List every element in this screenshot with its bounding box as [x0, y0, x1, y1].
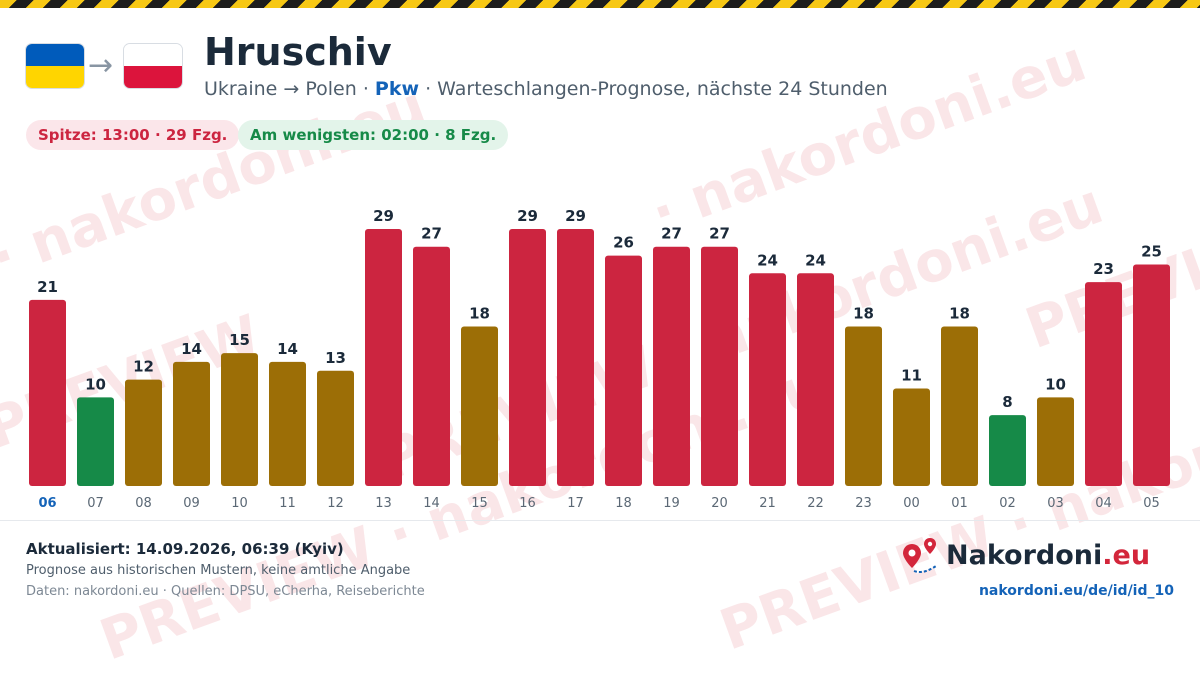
- value-label-11: 14: [277, 340, 298, 358]
- direction-arrow-icon: →: [88, 48, 114, 83]
- value-label-09: 14: [181, 340, 202, 358]
- hour-label-04: 04: [1095, 496, 1112, 511]
- poland-flag-top-stripe: [124, 44, 182, 66]
- brand-name-tld: .eu: [1102, 540, 1151, 571]
- value-label-15: 18: [469, 304, 490, 322]
- hour-label-22: 22: [807, 496, 824, 511]
- hour-label-02: 02: [999, 496, 1016, 511]
- value-label-21: 24: [757, 251, 778, 269]
- bar-06: [29, 299, 66, 486]
- bar-16: [509, 229, 546, 486]
- hour-label-07: 07: [87, 496, 104, 511]
- top-hazard-stripe: [0, 0, 1200, 8]
- value-label-16: 29: [517, 207, 538, 225]
- hour-label-23: 23: [855, 496, 872, 511]
- hour-label-15: 15: [471, 496, 488, 511]
- hour-label-20: 20: [711, 496, 728, 511]
- value-label-04: 23: [1093, 260, 1114, 278]
- page-url-link[interactable]: nakordoni.eu/de/id/id_10: [978, 583, 1174, 599]
- bar-11: [269, 361, 306, 486]
- poland-flag-bottom-stripe: [124, 66, 182, 88]
- value-label-14: 27: [421, 225, 442, 243]
- bar-00: [893, 388, 930, 486]
- bar-08: [125, 379, 162, 486]
- hour-label-06: 06: [38, 496, 56, 511]
- value-label-23: 18: [853, 304, 874, 322]
- bar-12: [317, 370, 354, 486]
- poland-flag-icon: [124, 44, 182, 88]
- map-pins-icon: [903, 538, 937, 574]
- bar-07: [77, 397, 114, 486]
- bar-14: [413, 246, 450, 486]
- updated-timestamp: Aktualisiert: 14.09.2026, 06:39 (Kyiv): [26, 540, 344, 558]
- value-label-07: 10: [85, 375, 106, 393]
- forecast-disclaimer: Prognose aus historischen Mustern, keine…: [26, 563, 411, 578]
- bar-03: [1037, 397, 1074, 486]
- bar-22: [797, 273, 834, 486]
- bar-20: [701, 246, 738, 486]
- subtitle-vehicle-mode: Pkw: [374, 78, 420, 100]
- bar-01: [941, 326, 978, 486]
- hour-label-03: 03: [1047, 496, 1064, 511]
- value-label-18: 26: [613, 234, 634, 252]
- bar-21: [749, 273, 786, 486]
- hour-label-18: 18: [615, 496, 632, 511]
- footer-divider: [0, 520, 1200, 521]
- peak-badge: Spitze: 13:00 · 29 Fzg.: [26, 120, 240, 150]
- value-label-08: 12: [133, 358, 154, 376]
- hour-label-17: 17: [567, 496, 584, 511]
- hour-label-16: 16: [519, 496, 536, 511]
- lowest-badge: Am wenigsten: 02:00 · 8 Fzg.: [238, 120, 509, 150]
- bar-13: [365, 229, 402, 486]
- value-label-01: 18: [949, 304, 970, 322]
- hour-label-12: 12: [327, 496, 344, 511]
- hour-label-09: 09: [183, 496, 200, 511]
- brand-name-main: Nakordoni: [946, 540, 1103, 571]
- value-label-05: 25: [1141, 242, 1162, 260]
- subtitle-route: Ukraine → Polen ·: [204, 78, 369, 100]
- bar-23: [845, 326, 882, 486]
- ukraine-flag-bottom-stripe: [26, 66, 84, 88]
- hour-label-21: 21: [759, 496, 776, 511]
- brand-name: Nakordoni.eu: [946, 540, 1150, 571]
- subtitle-description: · Warteschlangen-Prognose, nächste 24 St…: [425, 78, 888, 100]
- hour-label-05: 05: [1143, 496, 1160, 511]
- hour-label-01: 01: [951, 496, 968, 511]
- queue-forecast-bar-chart: 21 06 10 07 12 08 14 09 15 10 14 11 13 12 29 13 27 14 18 15…: [29, 207, 1170, 511]
- hour-label-14: 14: [423, 496, 440, 511]
- hour-label-00: 00: [903, 496, 920, 511]
- value-label-12: 13: [325, 349, 346, 367]
- hour-label-19: 19: [663, 496, 680, 511]
- value-label-19: 27: [661, 225, 682, 243]
- page-subtitle: Ukraine → Polen · Pkw · Warteschlangen-P…: [204, 78, 888, 100]
- value-label-02: 8: [1002, 393, 1012, 411]
- value-label-22: 24: [805, 251, 826, 269]
- bar-04: [1085, 282, 1122, 486]
- hour-label-13: 13: [375, 496, 392, 511]
- hour-label-10: 10: [231, 496, 248, 511]
- value-label-00: 11: [901, 367, 922, 385]
- value-label-06: 21: [37, 278, 58, 296]
- ukraine-flag-icon: [26, 44, 84, 88]
- value-label-10: 15: [229, 331, 250, 349]
- value-label-03: 10: [1045, 375, 1066, 393]
- brand-logo: Nakordoni.eu: [900, 538, 1170, 578]
- ukraine-flag-top-stripe: [26, 44, 84, 66]
- value-label-20: 27: [709, 225, 730, 243]
- hour-label-08: 08: [135, 496, 152, 511]
- bar-18: [605, 255, 642, 486]
- bar-10: [221, 353, 258, 486]
- data-sources: Daten: nakordoni.eu · Quellen: DPSU, eCh…: [26, 584, 425, 599]
- hour-label-11: 11: [279, 496, 296, 511]
- value-label-13: 29: [373, 207, 394, 225]
- page-title: Hruschiv: [204, 30, 392, 74]
- bar-09: [173, 361, 210, 486]
- bar-15: [461, 326, 498, 486]
- bar-19: [653, 246, 690, 486]
- bar-17: [557, 229, 594, 486]
- bar-05: [1133, 264, 1170, 486]
- value-label-17: 29: [565, 207, 586, 225]
- bar-02: [989, 415, 1026, 486]
